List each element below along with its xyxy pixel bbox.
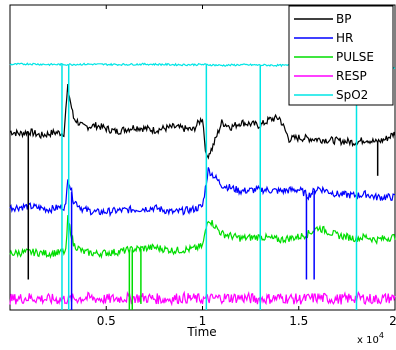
tick-layer: 0.5 1 1.5 2 [97, 5, 396, 328]
legend-label-bp: BP [336, 12, 351, 26]
legend-label-resp: RESP [336, 69, 367, 83]
series-line-bp [9, 83, 396, 160]
legend-label-spo2: SpO2 [336, 88, 368, 102]
x-axis-title: Time [186, 325, 216, 339]
legend-label-hr: HR [336, 31, 353, 45]
legend: BP HR PULSE RESP SpO2 [288, 5, 394, 106]
series-line-pulse [9, 215, 396, 260]
x-tick-label-1: 1 [199, 314, 207, 328]
legend-box [288, 5, 394, 106]
x-axis-exponent-power: 4 [379, 331, 384, 340]
x-tick-label-2: 1.5 [289, 314, 308, 328]
x-tick-label-3: 2 [389, 314, 396, 328]
legend-label-pulse: PULSE [336, 50, 374, 64]
series-line-hr [9, 167, 396, 218]
series-line-resp [9, 290, 396, 307]
x-axis-exponent-base: x 10 [357, 335, 379, 345]
x-axis-exponent: x 104 [357, 331, 384, 345]
x-tick-label-0: 0.5 [97, 314, 116, 328]
series-layer [9, 62, 396, 310]
